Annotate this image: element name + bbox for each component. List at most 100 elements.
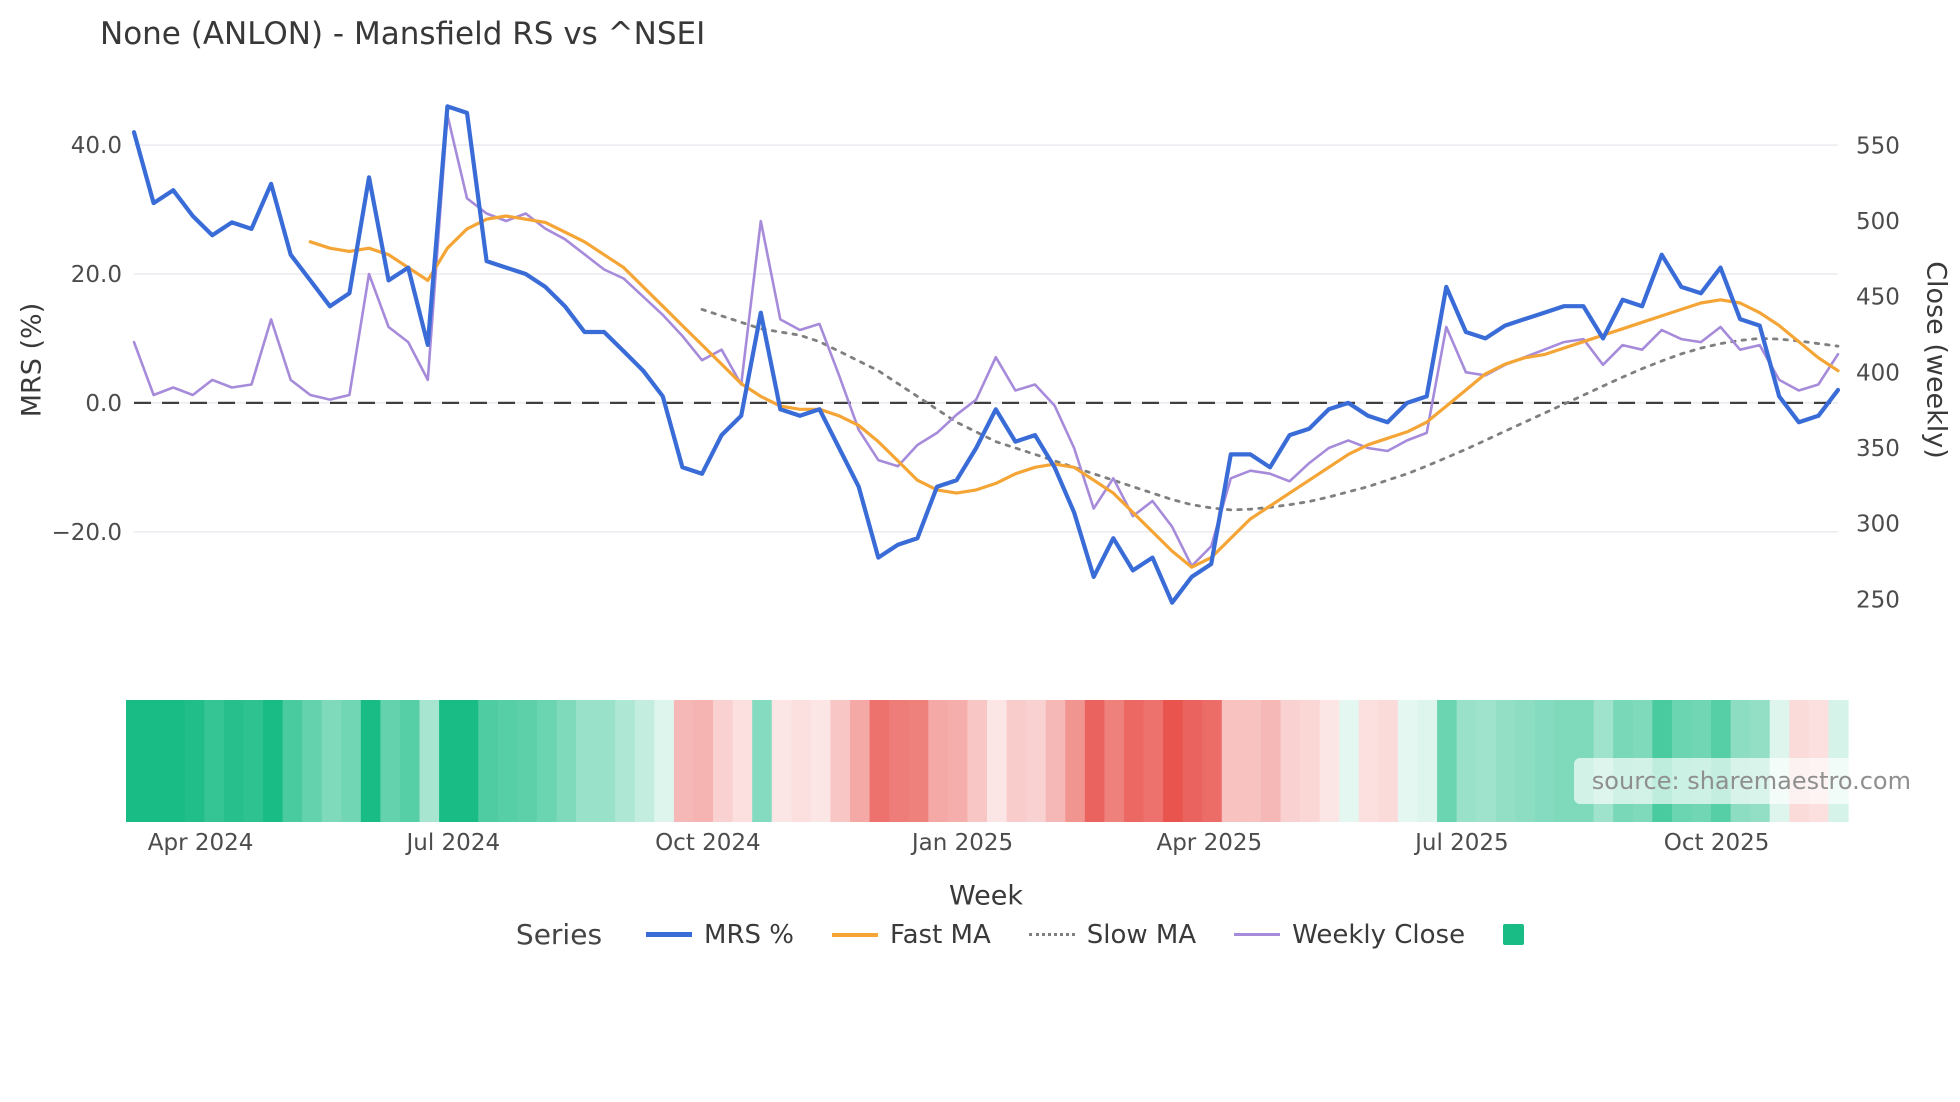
heatmap-cell xyxy=(1456,700,1477,822)
y-right-tick-label: 250 xyxy=(1856,587,1900,613)
series-line-slow-ma xyxy=(700,308,1840,512)
x-tick-label: Jul 2025 xyxy=(1413,830,1509,856)
heatmap-cell xyxy=(908,700,929,822)
heatmap-cell xyxy=(1358,700,1379,822)
heatmap-cell xyxy=(321,700,342,822)
legend-label: Fast MA xyxy=(890,919,991,950)
heatmap-cell xyxy=(1221,700,1242,822)
y-right-tick-label: 400 xyxy=(1856,360,1900,386)
heatmap-cell xyxy=(380,700,401,822)
heatmap-cell xyxy=(1515,700,1536,822)
x-axis-title: Week xyxy=(949,880,1023,912)
heatmap-cell xyxy=(752,700,773,822)
heatmap-cell xyxy=(223,700,245,822)
heatmap-cell xyxy=(204,700,225,822)
heatmap-cell xyxy=(1045,700,1066,822)
heatmap-cell xyxy=(928,700,949,822)
heatmap-cell xyxy=(1241,700,1262,822)
series-line-fast-ma xyxy=(308,214,1840,569)
heatmap-cell xyxy=(1202,700,1223,822)
heatmap-cell xyxy=(615,700,636,822)
series-line-weekly-close xyxy=(132,113,1840,568)
heatmap-cell xyxy=(145,700,166,822)
heatmap-cell xyxy=(1280,700,1301,822)
x-tick-label: Jan 2025 xyxy=(910,830,1013,856)
y-right-tick-label: 350 xyxy=(1856,436,1900,462)
x-tick-label: Oct 2024 xyxy=(655,830,761,856)
heatmap-cell xyxy=(165,700,186,822)
heatmap-cell xyxy=(282,700,303,822)
heatmap-cell xyxy=(536,700,558,822)
legend-items: MRS % Fast MA Slow MA Weekly Close xyxy=(646,919,1525,950)
x-tick-label: Apr 2025 xyxy=(1156,830,1262,856)
heatmap-cell xyxy=(1397,700,1419,822)
heatmap-cell xyxy=(419,700,440,822)
heatmap-cell xyxy=(497,700,518,822)
legend-line-swatch xyxy=(1028,933,1075,936)
heatmap-cell xyxy=(1339,700,1360,822)
heatmap-cell xyxy=(1163,700,1184,822)
heatmap-cell xyxy=(1123,700,1145,822)
heatmap-cell xyxy=(262,700,284,822)
y-left-tick-label: −20.0 xyxy=(52,520,122,546)
heatmap-cell xyxy=(987,700,1008,822)
heatmap-cell xyxy=(360,700,381,822)
heatmap-cell xyxy=(889,700,910,822)
heatmap-cell xyxy=(517,700,538,822)
heatmap-cell xyxy=(1182,700,1203,822)
heatmap-cell xyxy=(302,700,323,822)
heatmap-cell xyxy=(673,700,695,822)
heatmap-cell xyxy=(458,700,479,822)
heatmap-cell xyxy=(1319,700,1340,822)
heatmap-cell xyxy=(243,700,264,822)
source-badge: source: sharemaestro.com xyxy=(1573,758,1929,804)
y-right-tick-label: 450 xyxy=(1856,285,1900,311)
heatmap-cell xyxy=(713,700,734,822)
legend-item-slow-ma[interactable]: Slow MA xyxy=(1028,919,1197,950)
legend-item-fast-ma[interactable]: Fast MA xyxy=(832,920,991,950)
heatmap-cell xyxy=(1437,700,1458,822)
heatmap-cell xyxy=(1026,700,1047,822)
heatmap-cell xyxy=(399,700,421,822)
legend-line-swatch xyxy=(1234,933,1281,936)
heatmap-cell xyxy=(184,700,205,822)
heatmap-cell xyxy=(1476,700,1497,822)
heatmap-cell xyxy=(341,700,362,822)
legend-label: Slow MA xyxy=(1086,919,1197,950)
x-tick-label: Jul 2024 xyxy=(404,830,500,856)
heatmap-cell xyxy=(947,700,969,822)
legend-line-swatch xyxy=(646,932,693,937)
y-left-tick-label: 40.0 xyxy=(71,133,122,159)
heatmap-cell xyxy=(1417,700,1438,822)
heatmap-cell xyxy=(1378,700,1399,822)
legend-heatmap-swatch[interactable] xyxy=(1503,924,1525,945)
x-tick-label: Oct 2025 xyxy=(1664,830,1770,856)
legend-label: Weekly Close xyxy=(1292,919,1466,950)
heatmap-cell xyxy=(654,700,675,822)
heatmap-cell xyxy=(634,700,655,822)
y-left-tick-label: 20.0 xyxy=(71,262,122,288)
heatmap-cell xyxy=(810,700,832,822)
heatmap-cell xyxy=(869,700,890,822)
y-left-tick-label: 0.0 xyxy=(85,391,122,417)
legend-line-swatch xyxy=(832,932,879,937)
heatmap-cell xyxy=(1260,700,1282,822)
heatmap-cell xyxy=(576,700,597,822)
heatmap-cell xyxy=(556,700,577,822)
heatmap-cell xyxy=(595,700,616,822)
y-right-tick-label: 550 xyxy=(1856,133,1900,159)
heatmap-cell xyxy=(1300,700,1321,822)
y-right-axis-title: Close (weekly) xyxy=(1920,261,1952,459)
legend: Series MRS % Fast MA Slow MA Weekly Close xyxy=(0,918,1960,951)
heatmap-cell xyxy=(771,700,792,822)
legend-item-weekly-close[interactable]: Weekly Close xyxy=(1234,920,1465,950)
heatmap-cell xyxy=(439,700,460,822)
heatmap-cell xyxy=(732,700,753,822)
legend-item-mrs[interactable]: MRS % xyxy=(646,920,794,950)
heatmap-cell xyxy=(1143,700,1164,822)
legend-label: MRS % xyxy=(704,919,795,950)
heatmap-cell xyxy=(791,700,812,822)
x-tick-label: Apr 2024 xyxy=(148,830,254,856)
heatmap-cell xyxy=(967,700,988,822)
heatmap-cell xyxy=(1534,700,1556,822)
